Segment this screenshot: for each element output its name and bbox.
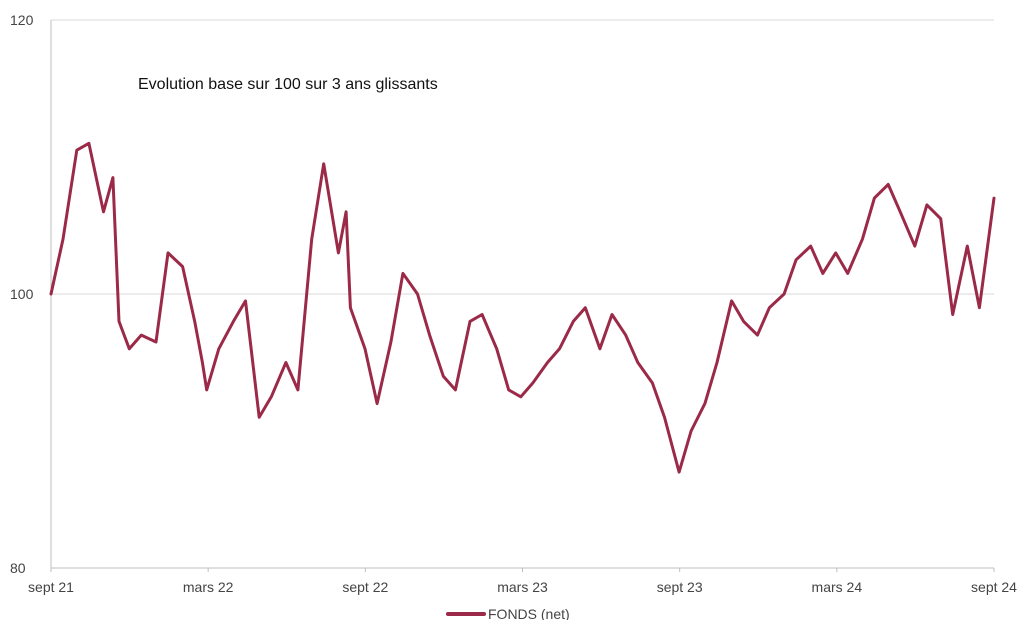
x-tick-label: sept 23 bbox=[657, 579, 703, 595]
x-tick-label: mars 23 bbox=[497, 579, 548, 595]
series-layer bbox=[49, 141, 996, 474]
grid-lines bbox=[51, 19, 994, 295]
x-tick-label: mars 22 bbox=[183, 579, 234, 595]
x-tick-label: mars 24 bbox=[812, 579, 863, 595]
y-tick-label: 80 bbox=[10, 560, 26, 576]
x-tick-label: sept 21 bbox=[28, 579, 74, 595]
y-tick-labels: 80 100 120 bbox=[10, 12, 34, 576]
y-tick-label: 120 bbox=[10, 12, 34, 28]
x-tick-labels: sept 21 mars 22 sept 22 mars 23 sept 23 mars … bbox=[28, 568, 1017, 595]
series-line-fonds-net bbox=[49, 141, 996, 474]
legend: FONDS (net) bbox=[446, 606, 570, 620]
x-tick-label: sept 22 bbox=[342, 579, 388, 595]
y-tick-label: 100 bbox=[10, 286, 34, 302]
legend-label: FONDS (net) bbox=[488, 606, 570, 620]
chart-title: Evolution base sur 100 sur 3 ans glissan… bbox=[138, 76, 438, 93]
x-tick-label: sept 24 bbox=[971, 579, 1017, 595]
